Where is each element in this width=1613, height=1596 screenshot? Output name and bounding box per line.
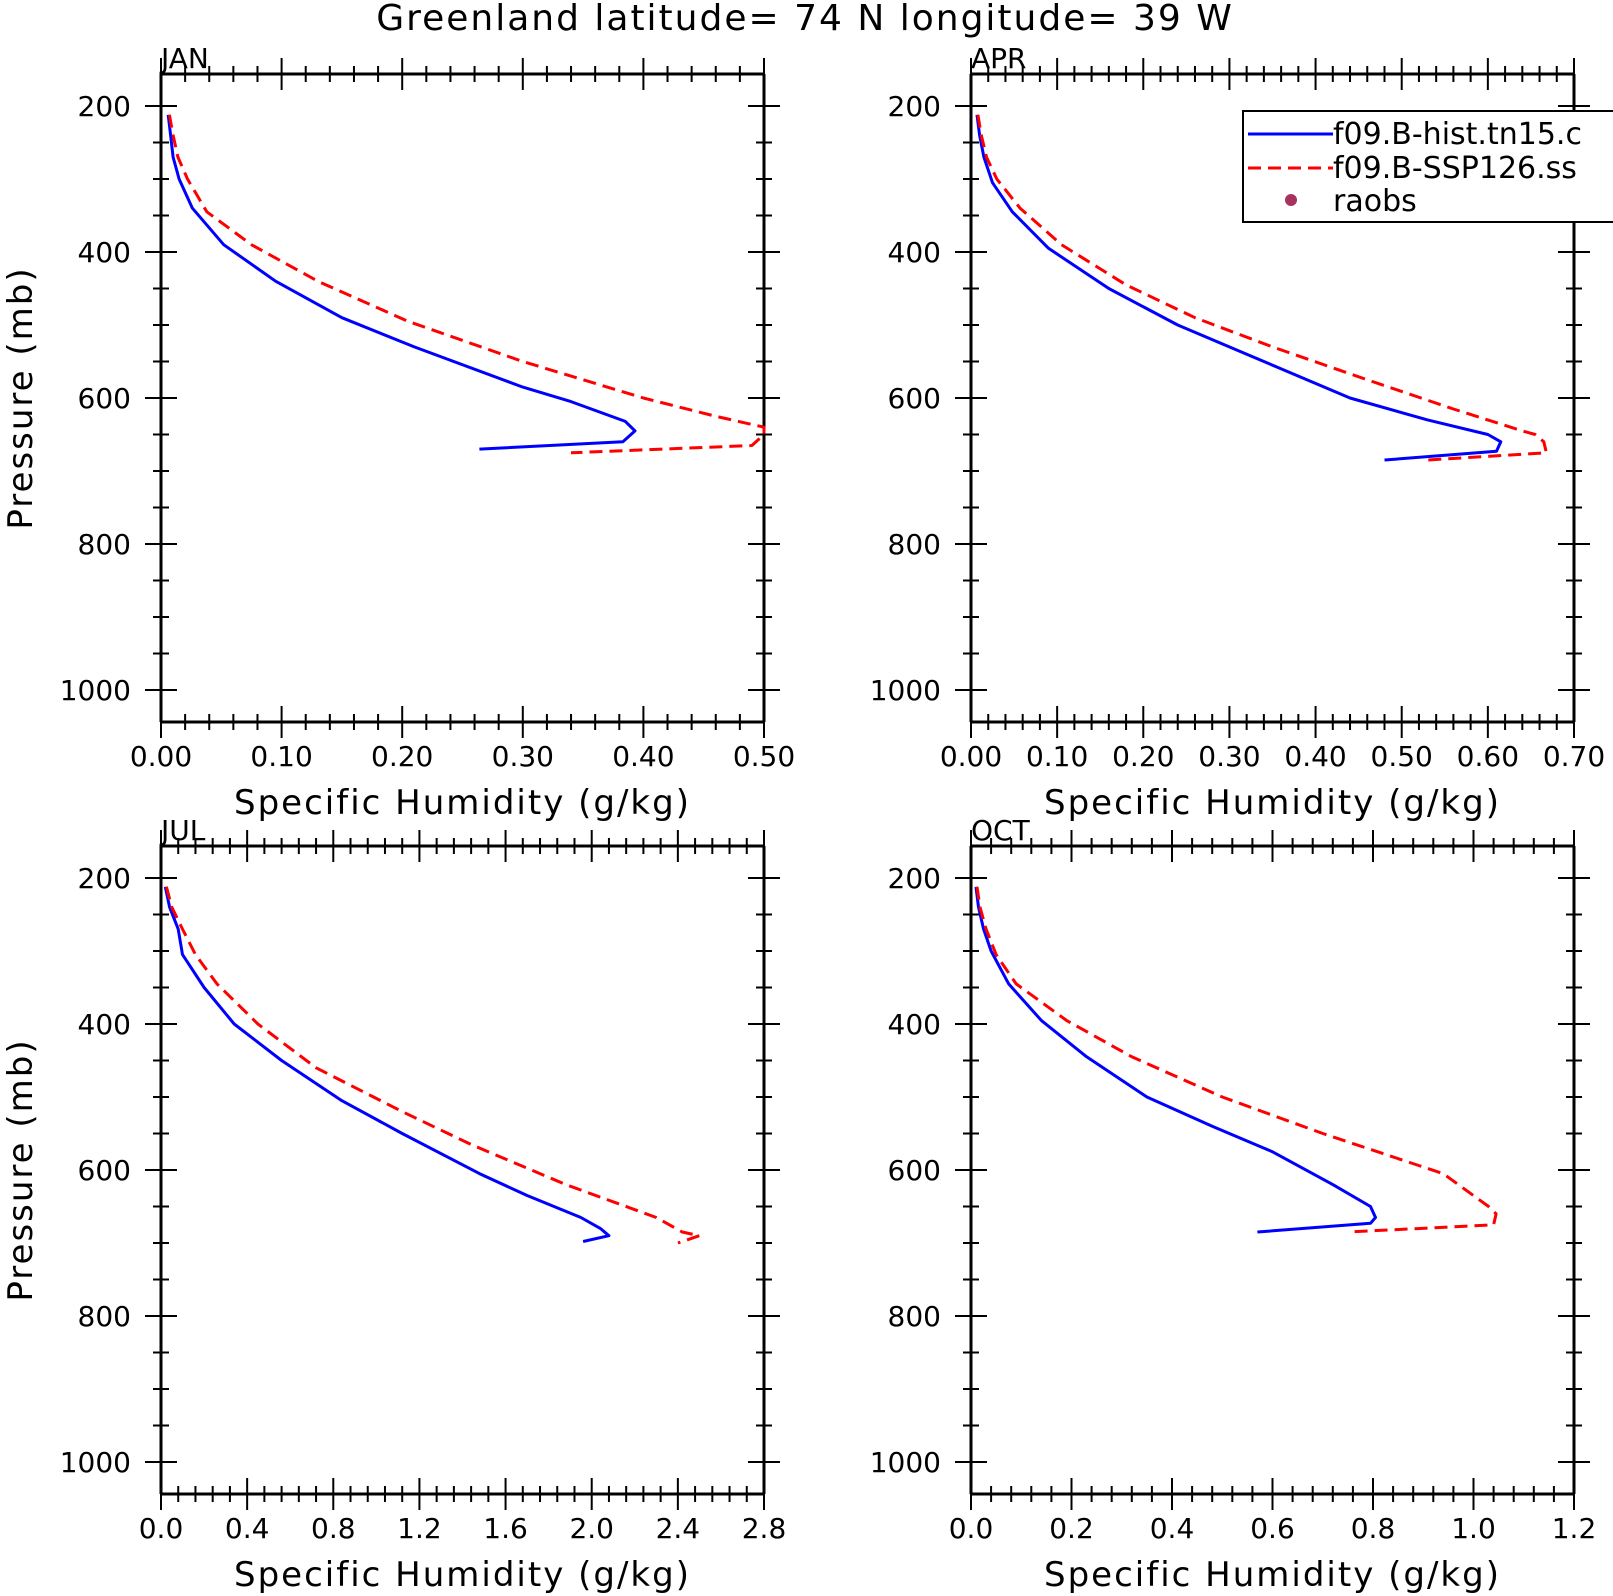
x-tick-label: 0.4 bbox=[1150, 1512, 1195, 1545]
panel-title: JUL bbox=[159, 814, 206, 847]
x-tick-label: 0.4 bbox=[225, 1512, 270, 1545]
x-tick-label: 0.10 bbox=[1026, 740, 1088, 773]
x-axis-label: Specific Humidity (g/kg) bbox=[234, 1555, 691, 1595]
y-axis-label: Pressure (mb) bbox=[1, 266, 41, 529]
x-tick-label: 1.6 bbox=[483, 1512, 528, 1545]
series-line-hist bbox=[166, 114, 637, 451]
legend: f09.B-hist.tn15.c f09.B-SSP126.ss raobs bbox=[1242, 110, 1613, 223]
x-axis-label: Specific Humidity (g/kg) bbox=[1044, 1555, 1501, 1595]
y-tick-label: 200 bbox=[888, 90, 941, 123]
x-tick-label: 2.0 bbox=[569, 1512, 614, 1545]
panel-title: JAN bbox=[159, 42, 209, 75]
x-tick-label: 0.10 bbox=[250, 740, 312, 773]
y-tick-label: 1000 bbox=[870, 1446, 941, 1479]
y-tick-label: 800 bbox=[78, 1300, 131, 1333]
y-tick-label: 400 bbox=[78, 236, 131, 269]
legend-label-raobs: raobs bbox=[1333, 184, 1417, 219]
x-tick-label: 0.00 bbox=[130, 740, 192, 773]
x-tick-label: 0.00 bbox=[940, 740, 1002, 773]
series-line-hist bbox=[974, 886, 1377, 1234]
x-tick-label: 0.6 bbox=[1250, 1512, 1295, 1545]
x-tick-label: 0.30 bbox=[1198, 740, 1260, 773]
x-tick-label: 2.4 bbox=[656, 1512, 701, 1545]
legend-label-hist: f09.B-hist.tn15.c bbox=[1333, 117, 1582, 152]
y-tick-label: 200 bbox=[888, 862, 941, 895]
y-tick-label: 400 bbox=[888, 1008, 941, 1041]
series-line-ssp126 bbox=[164, 886, 701, 1245]
x-tick-label: 1.2 bbox=[397, 1512, 442, 1545]
x-tick-label: 2.8 bbox=[742, 1512, 787, 1545]
y-tick-label: 200 bbox=[78, 862, 131, 895]
x-tick-label: 0.50 bbox=[733, 740, 795, 773]
x-tick-label: 0.0 bbox=[139, 1512, 184, 1545]
legend-swatch-raobs bbox=[1285, 194, 1297, 206]
y-tick-label: 400 bbox=[888, 236, 941, 269]
series-line-hist bbox=[163, 886, 611, 1243]
series-line-ssp126 bbox=[167, 114, 766, 455]
y-tick-label: 1000 bbox=[60, 674, 131, 707]
x-tick-label: 0.20 bbox=[1112, 740, 1174, 773]
y-tick-label: 200 bbox=[78, 90, 131, 123]
legend-box bbox=[1242, 110, 1613, 223]
x-tick-label: 0.2 bbox=[1049, 1512, 1094, 1545]
y-tick-label: 600 bbox=[888, 382, 941, 415]
y-axis-label: Pressure (mb) bbox=[1, 1038, 41, 1301]
y-tick-label: 800 bbox=[78, 528, 131, 561]
series-line-hist bbox=[975, 114, 1503, 462]
y-tick-label: 400 bbox=[78, 1008, 131, 1041]
x-tick-label: 0.50 bbox=[1371, 740, 1433, 773]
series-line-ssp126 bbox=[975, 886, 1498, 1234]
y-tick-label: 800 bbox=[888, 528, 941, 561]
x-axis-label: Specific Humidity (g/kg) bbox=[1044, 783, 1501, 823]
y-tick-label: 600 bbox=[78, 382, 131, 415]
x-tick-label: 1.0 bbox=[1451, 1512, 1496, 1545]
x-tick-label: 0.40 bbox=[612, 740, 674, 773]
y-tick-label: 800 bbox=[888, 1300, 941, 1333]
y-tick-label: 1000 bbox=[870, 674, 941, 707]
panel-jan: 200 400 600 800 1000 0.00 0.10 0.20 0.30 0.40 0.50… bbox=[1, 42, 795, 823]
y-tick-label: 1000 bbox=[60, 1446, 131, 1479]
x-tick-label: 0.0 bbox=[949, 1512, 994, 1545]
panel-title: APR bbox=[971, 42, 1027, 75]
x-tick-label: 1.2 bbox=[1552, 1512, 1597, 1545]
y-tick-label: 600 bbox=[78, 1154, 131, 1187]
x-tick-label: 0.60 bbox=[1457, 740, 1519, 773]
legend-label-ssp: f09.B-SSP126.ss bbox=[1333, 151, 1577, 186]
y-tick-label: 600 bbox=[888, 1154, 941, 1187]
x-tick-label: 0.70 bbox=[1543, 740, 1605, 773]
x-tick-label: 0.30 bbox=[492, 740, 554, 773]
x-axis-label: Specific Humidity (g/kg) bbox=[234, 783, 691, 823]
x-tick-label: 0.20 bbox=[371, 740, 433, 773]
panel-title: OCT bbox=[971, 814, 1031, 847]
x-tick-label: 0.40 bbox=[1284, 740, 1346, 773]
panel-apr: 200 400 600 800 1000 0.00 0.10 0.20 0.30 0.40 0.50… bbox=[870, 42, 1605, 823]
figure-title: Greenland latitude= 74 N longitude= 39 W bbox=[376, 0, 1234, 39]
x-tick-label: 0.8 bbox=[311, 1512, 356, 1545]
x-tick-label: 0.8 bbox=[1351, 1512, 1396, 1545]
